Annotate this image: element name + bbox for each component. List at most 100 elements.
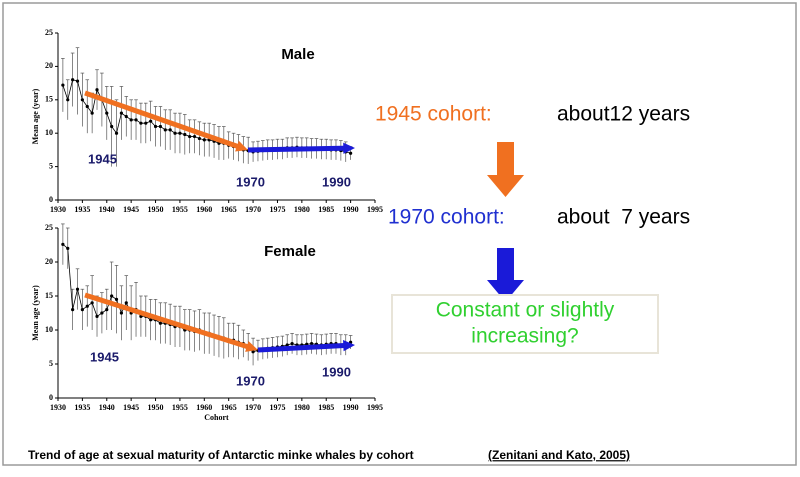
trend-arrow-orange (84, 292, 249, 350)
cohort-1970-label: 1970 cohort: (388, 206, 505, 229)
x-tick-label: 1940 (99, 205, 115, 214)
trend-arrow-blue (247, 145, 349, 153)
caption: Trend of age at sexual maturity of Antar… (28, 448, 414, 462)
data-point (285, 343, 289, 347)
data-point (149, 119, 153, 123)
conclusion-line: increasing? (471, 325, 578, 348)
trend-arrow-orange-head (245, 341, 258, 352)
data-point (119, 111, 123, 115)
x-tick-label: 1985 (318, 403, 334, 412)
x-tick-label: 1995 (367, 205, 383, 214)
conclusion-line: Constant or slightly (436, 299, 615, 322)
data-point (251, 350, 255, 354)
y-tick-label: 0 (49, 393, 53, 402)
data-point (75, 79, 80, 83)
x-tick-label: 1985 (318, 205, 334, 214)
trend-arrow-orange (84, 90, 240, 149)
x-tick-label: 1995 (367, 403, 383, 412)
data-point (75, 287, 80, 291)
y-tick-label: 15 (45, 291, 53, 300)
data-point (114, 297, 119, 301)
annotation: 1990 (322, 174, 351, 189)
x-tick-label: 1945 (123, 205, 139, 214)
x-tick-label: 1975 (269, 403, 285, 412)
data-point (95, 88, 99, 92)
data-point (178, 131, 182, 135)
data-point (202, 138, 206, 142)
data-point (110, 294, 114, 298)
trend-arrow-blue (257, 342, 350, 353)
data-point (90, 301, 94, 305)
data-point (80, 308, 84, 312)
data-point (61, 242, 65, 246)
y-tick-label: 10 (45, 325, 53, 334)
x-axis-label: Cohort (204, 413, 229, 422)
cohort-1945-label: 1945 cohort: (375, 103, 492, 126)
data-point (188, 134, 192, 139)
x-tick-label: 1955 (172, 205, 188, 214)
chart-title: Female (264, 243, 316, 260)
data-point (71, 78, 75, 82)
conclusion-box (391, 294, 659, 354)
data-point (124, 114, 128, 119)
data-point (85, 104, 89, 109)
data-point (144, 121, 148, 125)
data-point (163, 128, 167, 132)
x-tick-label: 1990 (343, 205, 359, 214)
data-point (66, 98, 70, 102)
y-tick-label: 25 (45, 28, 53, 37)
down-arrow-orange (487, 142, 524, 197)
cohort-1945-text: about12 years (557, 103, 690, 126)
x-tick-label: 1980 (294, 205, 310, 214)
y-tick-label: 10 (45, 128, 53, 137)
x-tick-label: 1930 (50, 403, 66, 412)
y-axis-label: Mean age (year) (31, 285, 40, 341)
data-point (85, 304, 89, 308)
y-tick-label: 25 (45, 223, 53, 232)
x-tick-label: 1955 (172, 403, 188, 412)
x-tick-label: 1975 (269, 205, 285, 214)
data-point (197, 136, 202, 141)
down-arrow-blue (487, 248, 524, 302)
y-tick-label: 15 (45, 95, 53, 104)
x-tick-label: 1945 (123, 403, 139, 412)
data-point (158, 124, 163, 129)
data-point (90, 111, 94, 115)
data-point (95, 314, 99, 318)
data-point (129, 118, 133, 122)
slide-frame (2, 2, 797, 466)
x-tick-label: 1970 (245, 403, 261, 412)
data-point (139, 121, 143, 125)
data-point (149, 318, 153, 322)
data-point (110, 124, 114, 129)
data-point (105, 308, 109, 312)
annotation: 1945 (88, 151, 117, 166)
annotation: 1945 (90, 349, 119, 364)
annotation: 1970 (236, 373, 265, 388)
x-tick-label: 1980 (294, 403, 310, 412)
data-point (173, 131, 177, 135)
x-tick-label: 1960 (196, 403, 212, 412)
trend-arrow-orange-head (235, 140, 248, 152)
x-tick-label: 1960 (196, 205, 212, 214)
caption-source: (Zenitani and Kato, 2005) (488, 448, 630, 462)
x-tick-label: 1935 (74, 205, 90, 214)
x-tick-label: 1950 (148, 205, 164, 214)
data-point (158, 321, 163, 325)
y-tick-label: 20 (45, 61, 53, 70)
data-point (192, 134, 197, 139)
data-point (66, 246, 70, 250)
data-point (114, 131, 119, 135)
data-point (310, 342, 314, 346)
x-tick-label: 1965 (221, 403, 237, 412)
y-tick-label: 5 (49, 359, 53, 368)
data-point (100, 311, 104, 315)
data-point (105, 111, 109, 115)
x-tick-label: 1950 (148, 403, 164, 412)
y-tick-label: 20 (45, 257, 53, 266)
y-tick-label: 0 (49, 195, 53, 204)
x-tick-label: 1930 (50, 205, 66, 214)
data-point (124, 301, 128, 305)
x-tick-label: 1970 (245, 205, 261, 214)
